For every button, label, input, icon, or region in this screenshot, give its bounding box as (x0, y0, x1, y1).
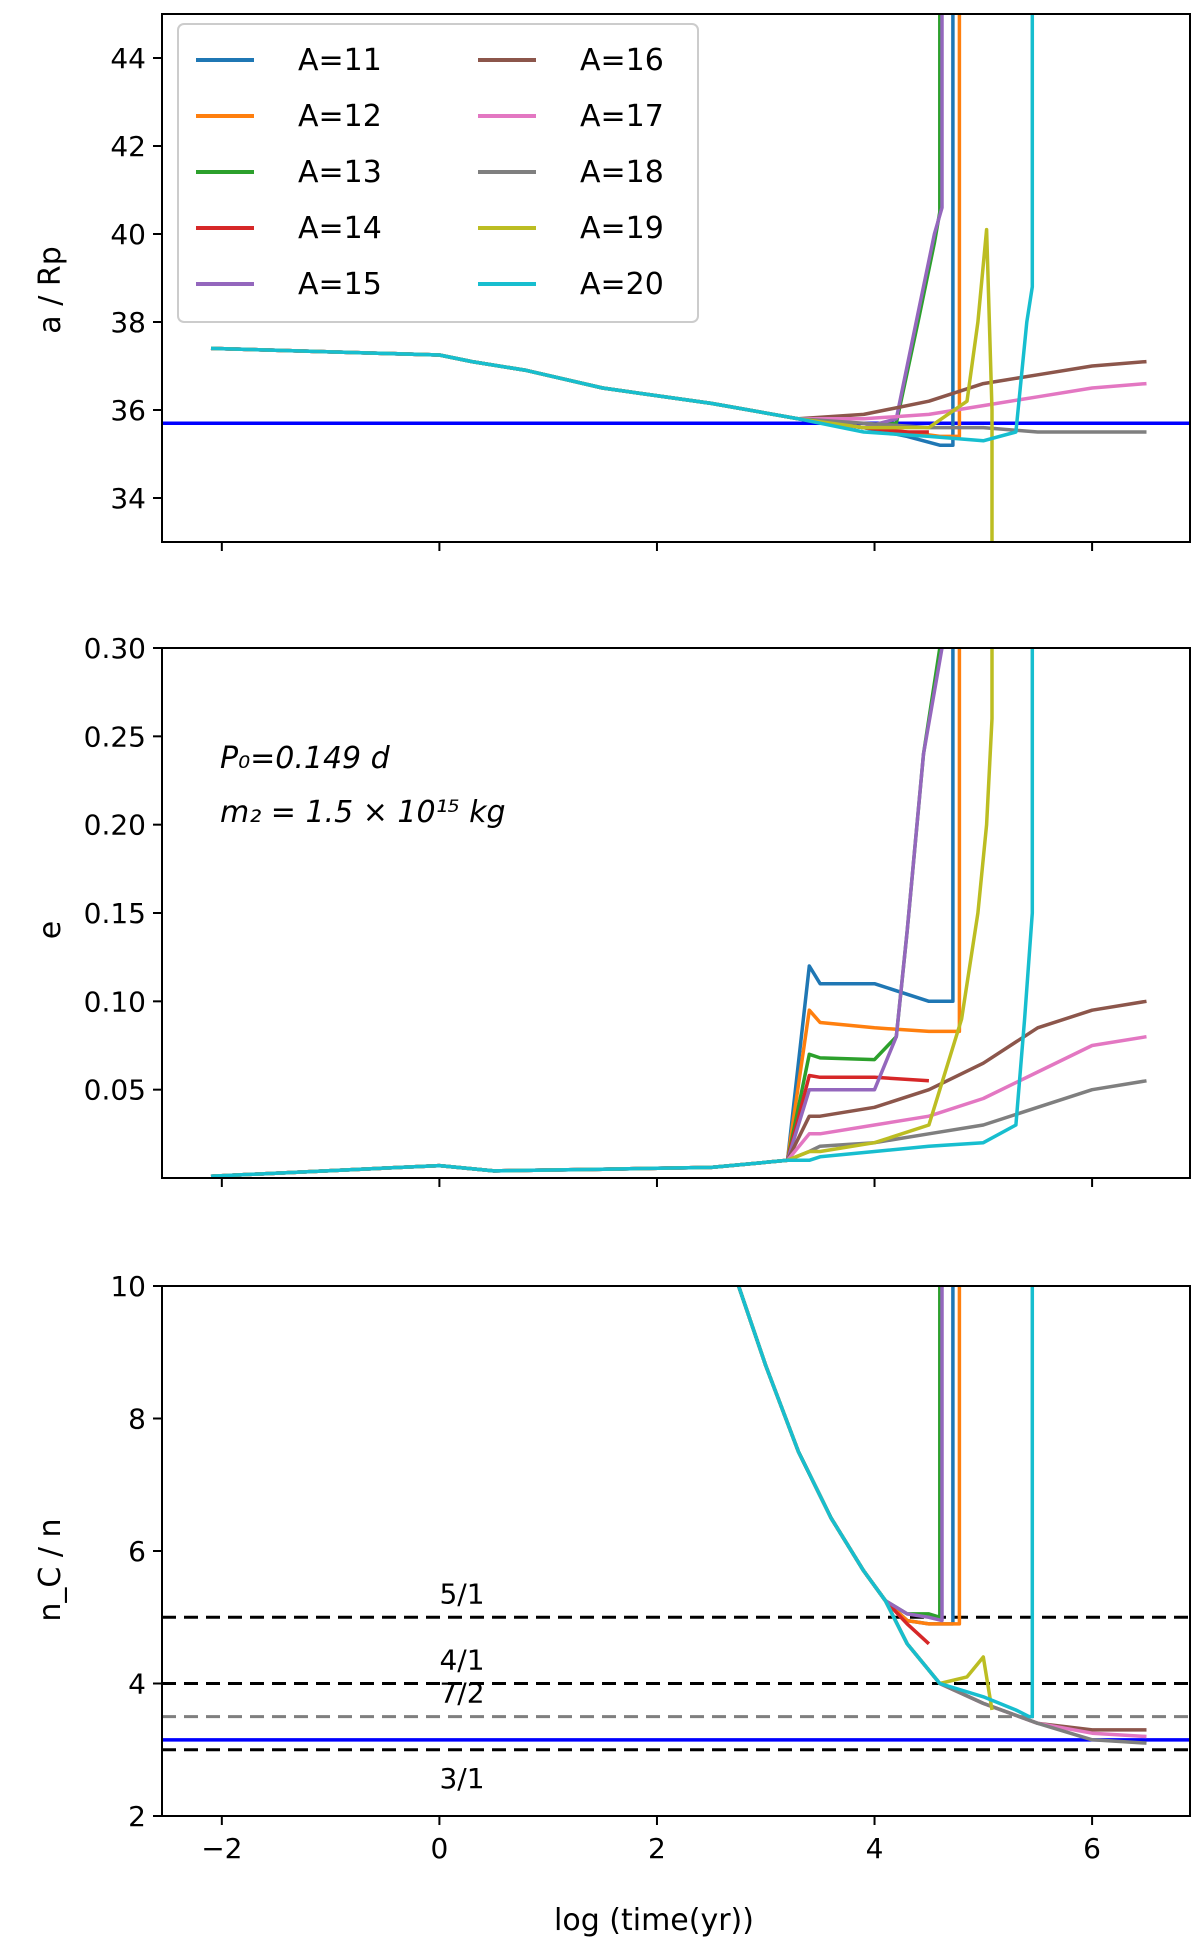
y-tick-label: 0.20 (84, 809, 146, 842)
y-tick-label: 0.15 (84, 897, 146, 930)
panel-mean-motion-ratio: 5/1 4/17/2 3/1 2 4 6 8 10 −2 0 2 4 6 (110, 1270, 1191, 1865)
y-tick-label: 10 (110, 1270, 146, 1303)
x-tick-label: 6 (1083, 1832, 1101, 1865)
legend-label-a13: A=13 (298, 155, 382, 190)
y-axis-label-a-rp: a / Rp (33, 246, 68, 333)
legend-label-a19: A=19 (580, 211, 664, 246)
legend-label-a20: A=20 (580, 267, 664, 302)
series-line-a19 (210, 648, 994, 1178)
y-tick-label: 34 (110, 482, 146, 515)
series-line-a18 (210, 346, 1147, 434)
y-tick-label: 40 (110, 218, 146, 251)
axes-frame (161, 13, 1191, 543)
resonance-label-7-2: 7/2 (439, 1677, 484, 1710)
series-line-a12 (210, 648, 962, 1178)
panel-eccentricity: 0.05 0.10 0.15 0.20 0.25 0.30 (84, 632, 1191, 1187)
y-tick-label: 42 (110, 130, 146, 163)
series-line-a20 (736, 1286, 1035, 1719)
x-tick-label: 2 (648, 1832, 666, 1865)
y-tick-label: 0.10 (84, 985, 146, 1018)
x-tick-label: 0 (430, 1832, 448, 1865)
plot-area (162, 1286, 1190, 1752)
series-line-a14 (736, 1286, 931, 1646)
series-line-a11 (736, 1286, 955, 1626)
plot-area (210, 648, 1147, 1178)
x-axis-label: log (time(yr)) (554, 1903, 754, 1938)
y-tick-label: 44 (110, 42, 146, 75)
panel-semi-major-axis: 34 36 38 40 42 44 (110, 13, 1191, 551)
plot-area (162, 14, 1190, 542)
legend-label-a15: A=15 (298, 267, 382, 302)
series-line-a13 (210, 648, 942, 1178)
legend-label-a11: A=11 (298, 43, 382, 78)
y-tick-label: 0.30 (84, 632, 146, 665)
legend-label-a18: A=18 (580, 155, 664, 190)
series-line-a16 (210, 346, 1147, 421)
series-line-a20 (210, 648, 1035, 1178)
series-line-a17 (210, 1034, 1147, 1178)
y-tick-label: 6 (128, 1535, 146, 1568)
series-line-a15 (210, 648, 944, 1178)
annotation-mass: m₂ = 1.5 × 10¹⁵ kg (220, 795, 506, 830)
resonance-label-4-1: 4/1 (439, 1644, 484, 1677)
legend-label-a16: A=16 (580, 43, 664, 78)
series-line-a15 (736, 1286, 944, 1623)
y-axis-label-e: e (33, 921, 68, 939)
annotation-period: P₀=0.149 d (220, 741, 391, 776)
axes-frame (161, 647, 1191, 1179)
y-tick-label: 36 (110, 394, 146, 427)
legend-label-a12: A=12 (298, 99, 382, 134)
series-line-a20 (210, 14, 1035, 443)
legend: A=11 A=12 A=13 A=14 A=15 A=16 A=17 A=18 A=19 A=20 (177, 23, 699, 323)
y-tick-label: 4 (128, 1668, 146, 1701)
resonance-label-3-1: 3/1 (439, 1762, 484, 1795)
y-tick-label: 8 (128, 1403, 146, 1436)
x-tick-label: 4 (866, 1832, 884, 1865)
series-line-a17 (210, 346, 1147, 421)
resonance-label-5-1: 5/1 (439, 1577, 484, 1610)
y-tick-label: 0.05 (84, 1074, 146, 1107)
legend-frame (177, 23, 699, 323)
y-axis-label-nc-n: n_C / n (33, 1518, 68, 1621)
y-tick-label: 0.25 (84, 720, 146, 753)
series-line-a11 (210, 648, 955, 1178)
legend-label-a14: A=14 (298, 211, 382, 246)
legend-label-a17: A=17 (580, 99, 664, 134)
x-tick-label: −2 (201, 1832, 242, 1865)
y-tick-label: 2 (128, 1800, 146, 1833)
y-tick-label: 38 (110, 306, 146, 339)
series-line-a12 (736, 1286, 962, 1626)
axes-frame (161, 1285, 1191, 1817)
series-line-a13 (736, 1286, 942, 1620)
